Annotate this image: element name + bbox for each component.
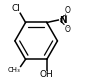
Text: +: + (62, 13, 67, 18)
Text: N: N (59, 15, 67, 25)
Text: Cl: Cl (11, 4, 20, 13)
Text: OH: OH (40, 70, 54, 79)
Text: CH₃: CH₃ (7, 67, 20, 73)
Text: -: - (67, 25, 69, 30)
Text: O: O (64, 25, 70, 34)
Text: O: O (64, 6, 70, 15)
